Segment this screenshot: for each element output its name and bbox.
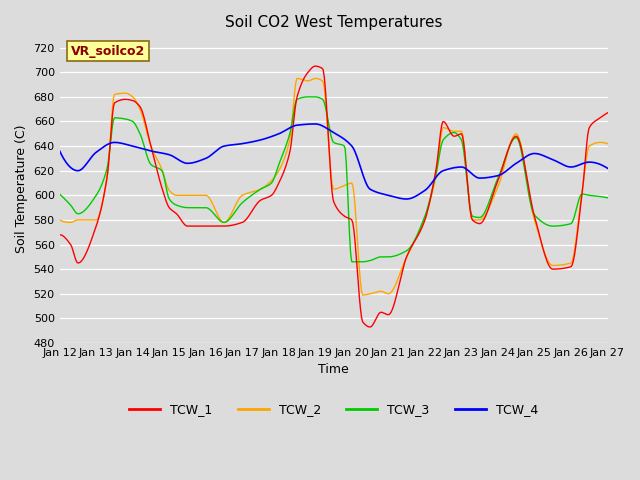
Legend: TCW_1, TCW_2, TCW_3, TCW_4: TCW_1, TCW_2, TCW_3, TCW_4 (124, 398, 543, 421)
Y-axis label: Soil Temperature (C): Soil Temperature (C) (15, 125, 28, 253)
Text: VR_soilco2: VR_soilco2 (70, 45, 145, 58)
X-axis label: Time: Time (318, 363, 349, 376)
Title: Soil CO2 West Temperatures: Soil CO2 West Temperatures (225, 15, 442, 30)
